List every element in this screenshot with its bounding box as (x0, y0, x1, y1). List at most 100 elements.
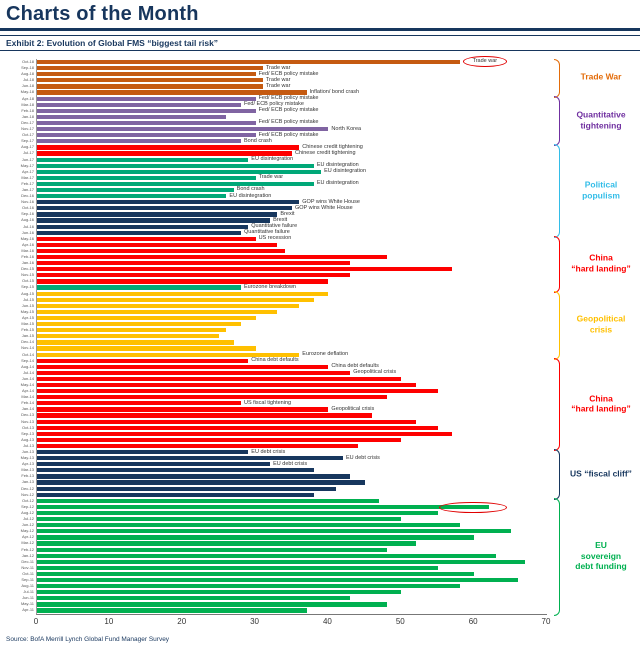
y-tick-label: May-13 (20, 455, 34, 461)
bar-row: Oct-18 Trade war (22, 56, 547, 67)
bar-row: Mar-14 (21, 394, 547, 400)
bar-label: EU debt crisis (251, 448, 286, 455)
bar-label: Geopolitical crisis (331, 405, 375, 412)
bar (37, 401, 241, 406)
bar (37, 261, 351, 266)
bar-row: Nov-13 (21, 419, 547, 425)
bar (37, 541, 416, 546)
bar-row: Nov-16 GOP wins White House (21, 199, 547, 205)
bar (37, 285, 241, 290)
bar (37, 145, 300, 150)
bar-row: Feb-18 Fed/ ECB policy mistake (21, 107, 547, 114)
bar (37, 358, 249, 363)
y-tick-label: Feb-16 (21, 254, 34, 259)
bar-row: Dec-16 EU disintegration (21, 193, 547, 199)
y-tick-label: Nov-14 (21, 345, 34, 351)
bar (37, 157, 249, 162)
y-tick-label: Jun-13 (21, 449, 34, 454)
bar-label: US fiscal tightening (244, 399, 292, 406)
bar-row: Jun-18 Trade war (22, 83, 547, 89)
y-tick-label: Feb-14 (21, 400, 34, 406)
bar-label: Eurozone deflation (302, 351, 349, 357)
bar (37, 230, 241, 235)
group-bracket (554, 235, 560, 293)
bar-row: Apr-14 (22, 388, 547, 394)
y-tick-label: Jul-14 (23, 369, 34, 375)
group-label-line: “hard landing” (571, 263, 631, 274)
y-tick-label: Mar-14 (21, 394, 34, 400)
bar-label: US recession (258, 235, 292, 242)
bar (37, 218, 271, 223)
bar (37, 376, 402, 382)
y-tick-label: Oct-16 (21, 205, 34, 211)
bar (37, 60, 460, 65)
bar-row: Aug-17 Chinese credit tightening (21, 144, 547, 150)
y-tick-label: Jun-11 (22, 595, 34, 601)
bar-row: Jul-11 (23, 589, 547, 595)
y-tick-label: Aug-11 (21, 583, 34, 589)
bar (37, 474, 351, 479)
y-tick-label: Apr-15 (21, 314, 34, 320)
y-tick-label: Dec-16 (21, 193, 34, 199)
y-tick-label: Jul-15 (23, 296, 34, 302)
y-tick-label: Jan-15 (21, 333, 34, 339)
group-label: Political populism (563, 180, 639, 201)
bar (37, 419, 416, 424)
bar (37, 194, 227, 199)
y-tick-label: Nov-15 (21, 272, 34, 278)
bar (37, 267, 453, 272)
bar-row: Oct-12 (22, 498, 547, 504)
y-tick-label: Oct-15 (21, 278, 34, 284)
bar (37, 236, 256, 241)
bar (37, 242, 278, 247)
bar (37, 248, 285, 254)
bar-label: Brexit (280, 210, 295, 217)
bar-row: Apr-12 (22, 534, 547, 540)
bar (37, 565, 438, 570)
bar-row: Sep-17 Bond crash (21, 138, 547, 144)
group-label: US “fiscal cliff” (563, 468, 639, 479)
bar (37, 468, 314, 473)
bar (37, 535, 475, 540)
bar-row: Feb-13 (21, 473, 547, 479)
bar (37, 224, 249, 229)
bar-label: Quantitative failure (251, 223, 298, 230)
bar (37, 352, 300, 357)
y-tick-label: Jan-12 (21, 552, 34, 558)
y-tick-label: Jun-16 (21, 229, 34, 235)
bar-row: Jun-13 EU debt crisis (22, 448, 547, 455)
bar-row: Dec-12 (21, 486, 547, 492)
bar-row: Dec-15 (21, 266, 547, 272)
bar (37, 273, 351, 278)
bar (37, 90, 307, 95)
bar (37, 151, 292, 156)
bar (37, 187, 234, 193)
bar-row: Nov-12 (21, 492, 547, 498)
bar (37, 84, 263, 89)
y-tick-label: Mar-18 (21, 101, 34, 107)
bar (37, 596, 351, 601)
bar-label: Quantitative failure (244, 229, 290, 236)
y-tick-label: Sep-17 (21, 138, 34, 144)
bar (37, 340, 234, 345)
bar (37, 395, 387, 400)
bar (37, 127, 329, 132)
bar-row: Jan-13 (22, 479, 547, 485)
y-tick-label: Jun-14 (21, 375, 34, 381)
bar-row: Dec-11 (21, 559, 547, 565)
bar-row: Jan-18 (22, 114, 547, 120)
bar-row: Sep-11 (21, 577, 547, 583)
bar (37, 443, 358, 449)
y-tick-label: Jan-16 (21, 260, 34, 266)
y-tick-label: Mar-15 (21, 321, 34, 327)
bar (37, 200, 300, 205)
group-label-line: China (589, 252, 613, 263)
bar-row: Jun-12 (22, 522, 547, 528)
bar (37, 462, 271, 467)
bar-row: Jul-17 Chinese credit tightening (23, 150, 547, 156)
bar (37, 322, 241, 327)
y-tick-label: Sep-13 (21, 430, 34, 436)
y-tick-label: Oct-13 (21, 424, 34, 430)
x-tick-label: 50 (395, 617, 405, 626)
group-label-line: US “fiscal cliff” (570, 468, 632, 479)
